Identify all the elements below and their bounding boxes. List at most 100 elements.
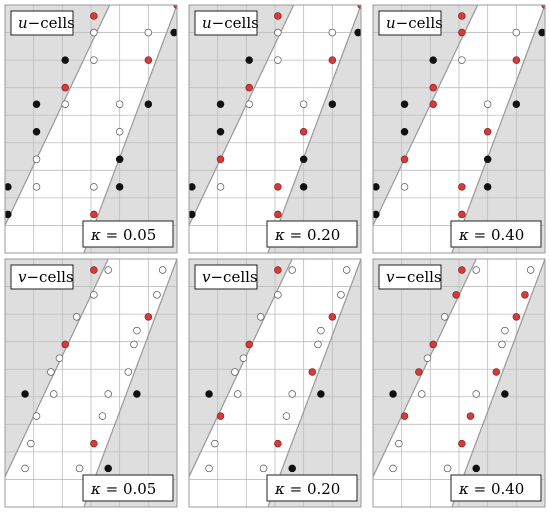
hollow-cell-marker	[274, 291, 282, 299]
kappa-value: = 0.40	[469, 480, 525, 498]
hollow-cell-marker	[337, 291, 345, 299]
hollow-cell-marker	[124, 368, 133, 376]
kappa-label-box: κ = 0.40	[450, 474, 542, 502]
panel-label-box: u−cells	[10, 10, 75, 36]
hollow-cell-marker	[115, 100, 124, 108]
hollow-cell-marker	[90, 28, 98, 37]
red-cell-marker	[458, 28, 466, 37]
red-cell-marker	[458, 266, 466, 274]
black-cell-marker	[354, 28, 361, 37]
hollow-cell-marker	[472, 266, 480, 274]
kappa-label: κ = 0.40	[458, 226, 524, 244]
panel-label-variable: u	[202, 14, 212, 32]
hollow-cell-marker	[342, 266, 351, 274]
red-cell-marker	[400, 412, 409, 420]
black-cell-marker	[104, 464, 112, 473]
right-boundary-line	[267, 5, 361, 253]
cell-markers	[373, 5, 545, 219]
hollow-cell-marker	[233, 390, 242, 398]
panel-label-box: v−cells	[194, 264, 258, 290]
red-cell-marker	[216, 155, 225, 164]
red-cell-marker	[466, 412, 475, 420]
panel-frame	[372, 258, 546, 508]
red-cell-marker	[61, 340, 69, 349]
red-cell-marker	[429, 83, 437, 92]
red-cell-marker	[274, 439, 282, 448]
kappa-label: κ = 0.40	[458, 480, 524, 498]
black-cell-marker	[170, 28, 177, 37]
black-cell-marker	[32, 128, 41, 136]
kappa-label: κ = 0.20	[274, 226, 340, 244]
hollow-cell-marker	[115, 128, 124, 136]
panel-label-suffix: −cells	[210, 268, 257, 286]
black-cell-marker	[501, 390, 509, 398]
panel-frame	[4, 258, 178, 508]
panel-2: u−cells κ = 0.20	[188, 4, 362, 254]
hollow-cell-marker	[32, 183, 41, 191]
hollow-cell-marker	[389, 464, 397, 473]
red-cell-marker	[357, 5, 361, 9]
right-boundary-line	[451, 5, 545, 253]
hollow-cell-marker	[256, 313, 265, 321]
red-cell-marker	[61, 83, 69, 92]
panel-label-box: u−cells	[194, 10, 259, 36]
panel-frame	[4, 4, 178, 254]
kappa-value: = 0.20	[285, 226, 341, 244]
kappa-value: = 0.05	[101, 480, 157, 498]
panel-label-variable: u	[386, 14, 396, 32]
kappa-label: κ = 0.05	[90, 226, 156, 244]
hollow-cell-marker	[90, 56, 98, 64]
panel-label-variable: u	[18, 14, 28, 32]
hollow-cell-marker	[501, 326, 509, 335]
red-cell-marker	[144, 56, 153, 64]
kappa-symbol: κ	[90, 226, 101, 244]
black-cell-marker	[328, 100, 337, 108]
panel-4: v−cells κ = 0.05	[4, 258, 178, 508]
red-cell-marker	[415, 368, 423, 376]
black-cell-marker	[144, 100, 153, 108]
red-cell-marker	[521, 291, 529, 299]
black-cell-marker	[205, 390, 213, 398]
panel-label-suffix: −cells	[396, 14, 443, 32]
red-cell-marker	[90, 210, 98, 219]
kappa-symbol: κ	[274, 480, 285, 498]
red-cell-marker	[512, 56, 521, 64]
panel-label: v−cells	[18, 268, 74, 286]
black-cell-marker	[373, 183, 380, 191]
panel-3: u−cells κ = 0.40	[372, 4, 546, 254]
black-cell-marker	[5, 210, 12, 219]
black-cell-marker	[115, 155, 124, 164]
kappa-label: κ = 0.05	[90, 480, 156, 498]
panel-5: v−cells κ = 0.20	[188, 258, 362, 508]
panel-label-variable: v	[386, 268, 395, 286]
panel-label-box: u−cells	[378, 10, 443, 36]
hollow-cell-marker	[158, 266, 167, 274]
red-cell-marker	[429, 340, 437, 349]
hollow-cell-marker	[458, 56, 466, 64]
red-cell-marker	[458, 183, 466, 191]
hollow-cell-marker	[395, 439, 403, 448]
grid-lines	[5, 259, 177, 507]
hollow-cell-marker	[32, 155, 41, 164]
red-cell-marker	[90, 266, 98, 274]
hollow-cell-marker	[133, 326, 141, 335]
hollow-cell-marker	[239, 354, 248, 362]
right-boundary-line	[451, 259, 545, 507]
red-cell-marker	[274, 266, 282, 274]
hollow-cell-marker	[299, 100, 308, 108]
hollow-cell-marker	[288, 390, 296, 398]
black-cell-marker	[472, 464, 480, 473]
hollow-cell-marker	[282, 412, 291, 420]
black-cell-marker	[317, 390, 325, 398]
hollow-cell-marker	[75, 464, 84, 473]
kappa-label-box: κ = 0.20	[266, 474, 358, 502]
red-cell-marker	[216, 412, 225, 420]
hollow-cell-marker	[205, 464, 213, 473]
black-cell-marker	[400, 100, 409, 108]
hollow-cell-marker	[314, 340, 322, 349]
hollow-cell-marker	[90, 291, 98, 299]
hollow-cell-marker	[231, 368, 239, 376]
red-cell-marker	[274, 183, 282, 191]
red-cell-marker	[90, 12, 98, 20]
cell-markers	[189, 5, 361, 219]
